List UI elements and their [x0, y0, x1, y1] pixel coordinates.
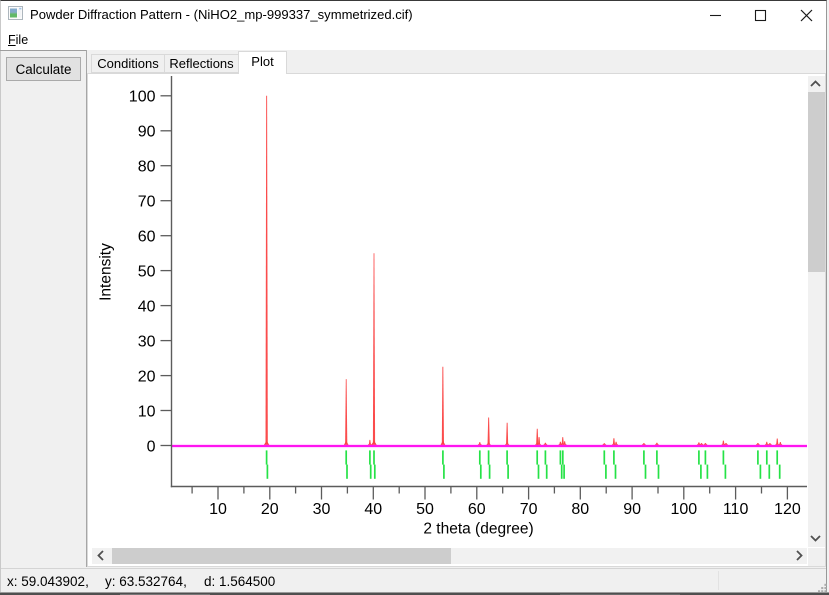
- svg-text:0: 0: [147, 438, 156, 455]
- svg-text:10: 10: [209, 501, 227, 518]
- svg-text:2 theta (degree): 2 theta (degree): [423, 521, 533, 538]
- svg-text:60: 60: [138, 229, 156, 246]
- svg-text:20: 20: [138, 368, 156, 385]
- svg-text:80: 80: [571, 501, 589, 518]
- svg-text:90: 90: [138, 124, 156, 141]
- svg-text:20: 20: [261, 501, 279, 518]
- svg-text:110: 110: [723, 501, 749, 518]
- svg-text:Intensity: Intensity: [98, 243, 115, 301]
- svg-text:10: 10: [138, 403, 156, 420]
- svg-text:100: 100: [670, 501, 697, 518]
- svg-text:50: 50: [138, 263, 156, 280]
- svg-text:40: 40: [138, 298, 156, 315]
- svg-text:70: 70: [138, 194, 156, 211]
- svg-text:30: 30: [138, 333, 156, 350]
- svg-text:100: 100: [129, 89, 156, 106]
- svg-text:50: 50: [416, 501, 434, 518]
- svg-text:40: 40: [364, 501, 382, 518]
- svg-text:60: 60: [468, 501, 486, 518]
- svg-text:120: 120: [774, 501, 801, 518]
- svg-text:90: 90: [623, 501, 641, 518]
- svg-text:30: 30: [313, 501, 331, 518]
- svg-text:70: 70: [520, 501, 538, 518]
- svg-text:80: 80: [138, 159, 156, 176]
